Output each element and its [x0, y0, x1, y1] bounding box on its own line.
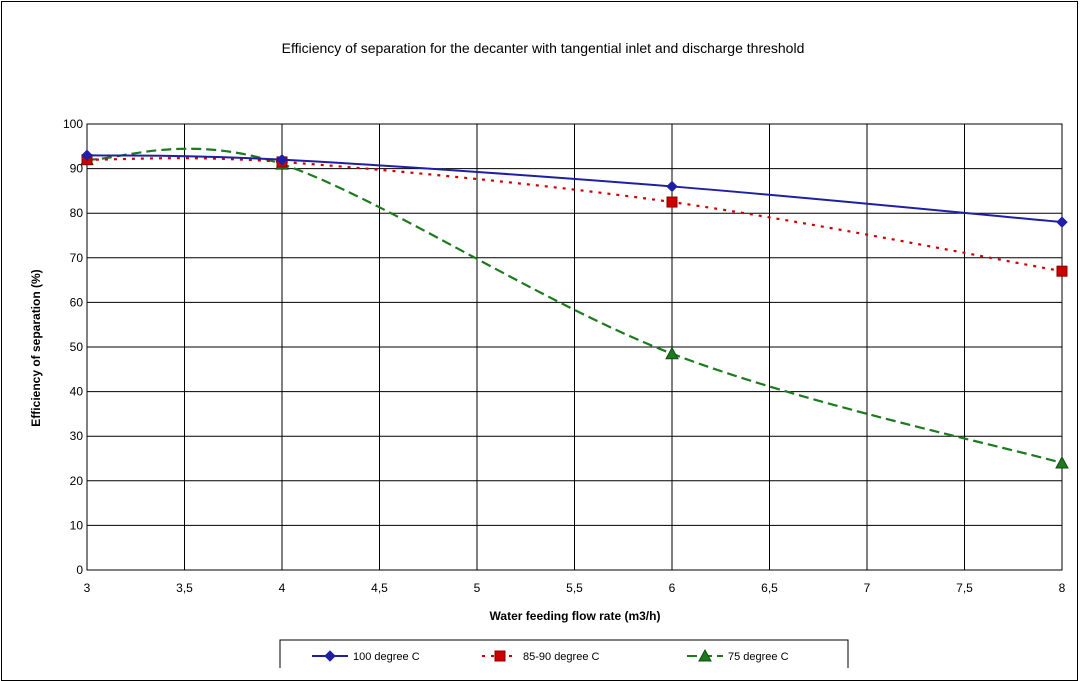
data-point-100-degree-c: [276, 153, 288, 166]
x-tick-label: 6,5: [761, 581, 778, 595]
data-point-100-degree-c: [81, 149, 93, 161]
y-tick-label: 30: [70, 429, 84, 443]
x-tick-label: 7: [864, 581, 871, 595]
grid-layer: [86, 123, 1063, 571]
legend-marker-85-90-degree-c: [494, 650, 506, 662]
x-tick-label: 7,5: [956, 581, 973, 595]
x-tick-label: 3: [84, 581, 91, 595]
legend-marker-75-degree-c: [698, 648, 712, 662]
y-tick-label: 70: [70, 251, 84, 265]
chart-title: Efficiency of separation for the decante…: [282, 40, 805, 56]
x-tick-label: 3,5: [176, 581, 193, 595]
series-line-75-degree-c: [86, 147, 1063, 465]
y-tick-labels: 0 10 20 30 40 50 60 70 80 90 100: [63, 117, 83, 577]
y-tick-label: 100: [63, 117, 83, 131]
y-tick-label: 60: [70, 295, 84, 309]
legend-label-100-degree-c: 100 degree C: [353, 651, 420, 663]
y-axis-title: Efficiency of separation (%): [29, 269, 43, 426]
data-point-85-90-degree-c: [1056, 265, 1068, 277]
y-tick-label: 0: [76, 563, 83, 577]
legend-marker-100-degree-c: [324, 650, 336, 662]
x-axis-title: Water feeding flow rate (m3/h): [490, 609, 661, 623]
legend: 100 degree C 85-90 degree C 75 degree C: [279, 639, 849, 668]
x-tick-labels: 3 3,5 4 4,5 5 5,5 6 6,5 7 7,5 8: [84, 581, 1066, 595]
data-point-85-90-degree-c: [666, 196, 678, 208]
series-layer: [80, 147, 1069, 469]
x-tick-label: 4,5: [371, 581, 388, 595]
legend-box: [279, 639, 849, 668]
x-tick-label: 5: [474, 581, 481, 595]
data-point-100-degree-c: [666, 180, 678, 193]
y-tick-label: 80: [70, 206, 84, 220]
legend-label-75-degree-c: 75 degree C: [728, 651, 789, 663]
y-tick-label: 40: [70, 385, 84, 399]
plot-area-border: [86, 123, 1063, 571]
data-point-75-degree-c: [665, 346, 679, 360]
legend-label-85-90-degree-c: 85-90 degree C: [523, 651, 599, 663]
y-tick-label: 90: [70, 162, 84, 176]
series-line-100-degree-c: [86, 154, 1063, 224]
data-point-75-degree-c: [1055, 455, 1069, 469]
y-tick-label: 50: [70, 340, 84, 354]
data-point-100-degree-c: [1056, 216, 1068, 228]
y-tick-label: 10: [70, 518, 84, 532]
x-tick-label: 6: [669, 581, 676, 595]
y-tick-label: 20: [70, 474, 84, 488]
series-line-85-90-degree-c: [86, 157, 1063, 273]
x-tick-label: 5,5: [566, 581, 583, 595]
x-tick-label: 8: [1059, 581, 1066, 595]
x-tick-label: 4: [279, 581, 286, 595]
